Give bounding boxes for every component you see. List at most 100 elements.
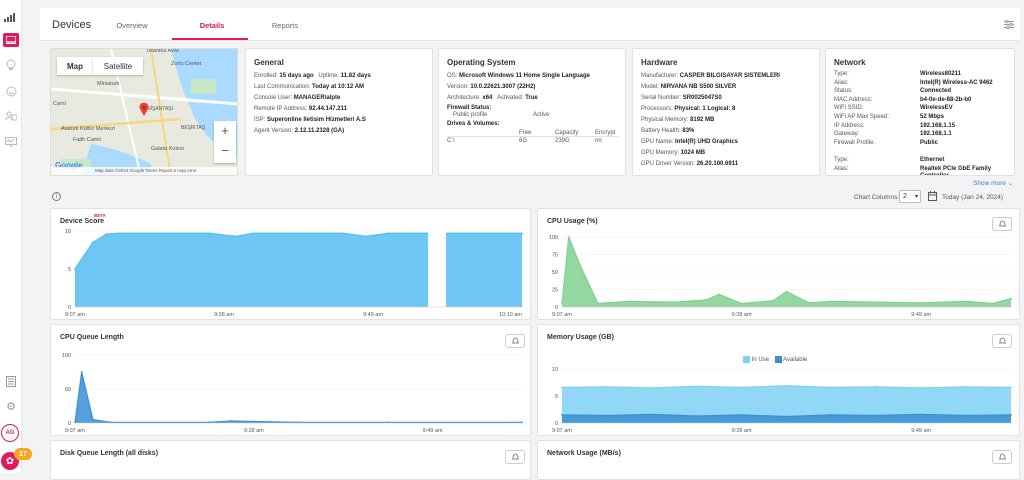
map-attribution[interactable]: Map data ©2024 Google Terms Report a map… xyxy=(51,167,237,175)
data-point[interactable] xyxy=(1010,414,1012,416)
devices-icon[interactable] xyxy=(3,33,19,47)
alert-bell-button[interactable] xyxy=(992,217,1012,231)
data-point[interactable] xyxy=(606,414,608,417)
date-label[interactable]: Today (Jan 24, 2024) xyxy=(942,194,1004,201)
map-type-satellite-button[interactable]: Satellite xyxy=(93,57,143,75)
data-point[interactable] xyxy=(579,264,581,266)
data-point[interactable] xyxy=(740,386,743,389)
isp-label: ISP: xyxy=(254,117,266,123)
calendar-icon[interactable] xyxy=(928,191,937,203)
data-point[interactable] xyxy=(920,301,923,304)
alert-bell-button[interactable] xyxy=(505,450,525,464)
data-point[interactable] xyxy=(718,293,721,296)
data-point[interactable] xyxy=(476,232,479,235)
zoom-out-button[interactable]: − xyxy=(221,143,229,158)
data-point[interactable] xyxy=(387,232,389,235)
data-point[interactable] xyxy=(1010,297,1012,300)
data-point[interactable] xyxy=(785,415,788,418)
data-point[interactable] xyxy=(628,300,631,303)
avatar[interactable]: AG xyxy=(1,424,19,442)
data-point[interactable] xyxy=(561,386,563,389)
data-point[interactable] xyxy=(252,232,255,235)
data-point[interactable] xyxy=(740,414,743,416)
data-point[interactable] xyxy=(118,232,121,235)
data-point[interactable] xyxy=(521,232,523,235)
data-point[interactable] xyxy=(875,385,878,388)
notification-badge[interactable]: 17 xyxy=(14,448,32,460)
data-point[interactable] xyxy=(561,414,563,416)
data-point[interactable] xyxy=(650,387,653,389)
filter-icon[interactable] xyxy=(1004,19,1014,32)
chart-columns-select[interactable]: 2 ▾ xyxy=(899,190,921,203)
list-icon[interactable] xyxy=(3,374,19,388)
data-point[interactable] xyxy=(91,418,94,421)
data-point[interactable] xyxy=(785,290,788,293)
data-point[interactable] xyxy=(567,236,570,238)
cpu-usage-title: CPU Usage (%) xyxy=(547,218,598,225)
location-map[interactable]: Map Satellite İstanbul AVM Zorlu Center … xyxy=(50,48,238,176)
data-point[interactable] xyxy=(695,415,698,417)
data-point[interactable] xyxy=(830,414,833,416)
data-point[interactable] xyxy=(772,299,774,302)
data-point[interactable] xyxy=(163,232,166,235)
data-point[interactable] xyxy=(695,385,698,388)
data-point[interactable] xyxy=(606,385,608,388)
data-point[interactable] xyxy=(965,300,967,303)
data-point[interactable] xyxy=(91,241,94,244)
alert-bell-button[interactable] xyxy=(992,450,1012,464)
data-point[interactable] xyxy=(230,420,233,422)
data-point[interactable] xyxy=(875,414,878,417)
manufacturer-value: CASPER BILGISAYAR SISTEMLERI xyxy=(679,73,780,79)
data-point[interactable] xyxy=(650,413,653,416)
memory-usage-title: Memory Usage (GB) xyxy=(547,334,614,341)
data-point[interactable] xyxy=(297,232,300,235)
battery-label: Battery Health: xyxy=(641,128,681,134)
data-point[interactable] xyxy=(740,302,743,305)
signal-icon[interactable] xyxy=(3,10,19,24)
data-point[interactable] xyxy=(208,232,211,235)
alert-bell-button[interactable] xyxy=(992,334,1012,348)
data-point[interactable] xyxy=(830,300,833,303)
data-point[interactable] xyxy=(80,371,83,373)
monitor-icon[interactable] xyxy=(3,135,19,149)
data-point[interactable] xyxy=(808,301,810,304)
data-point[interactable] xyxy=(342,232,345,235)
zoom-in-button[interactable]: + xyxy=(221,123,229,138)
tab-overview[interactable]: Overview xyxy=(116,21,148,30)
data-point[interactable] xyxy=(597,302,599,305)
legend-swatch-in-use[interactable] xyxy=(743,356,750,363)
legend-swatch-available[interactable] xyxy=(774,356,782,363)
data-point[interactable] xyxy=(422,232,425,235)
bulb-icon[interactable] xyxy=(3,58,19,72)
info-icon[interactable]: i xyxy=(52,192,61,201)
data-point[interactable] xyxy=(235,235,237,238)
data-point[interactable] xyxy=(965,385,967,388)
data-point[interactable] xyxy=(704,299,707,301)
data-point[interactable] xyxy=(74,268,76,270)
legend-label-in-use[interactable]: In Use xyxy=(751,357,770,364)
tab-details[interactable]: Details xyxy=(199,21,225,30)
tab-reports[interactable]: Reports xyxy=(271,21,299,30)
data-point[interactable] xyxy=(965,414,967,417)
map-type-map-button[interactable]: Map xyxy=(57,57,93,75)
data-point[interactable] xyxy=(364,235,367,238)
legend-label-available[interactable]: Available xyxy=(783,357,808,364)
data-point[interactable] xyxy=(785,384,788,387)
data-point[interactable] xyxy=(875,301,878,303)
agent-version-label: Agent Version: xyxy=(254,128,294,134)
people-icon[interactable] xyxy=(3,109,19,123)
data-point[interactable] xyxy=(992,302,994,305)
data-point[interactable] xyxy=(1010,386,1012,389)
cpu-usage-chart: 0 25 50 75 100 9:07 am 9:28 am 9:49 am xyxy=(549,235,1012,318)
alert-bell-button[interactable] xyxy=(505,334,525,348)
gear-icon[interactable]: ⚙ xyxy=(6,400,16,413)
data-point[interactable] xyxy=(105,233,108,235)
data-point[interactable] xyxy=(920,413,923,416)
data-point[interactable] xyxy=(830,386,833,389)
show-more-link[interactable]: Show more ⌄ xyxy=(973,179,1013,187)
data-point[interactable] xyxy=(561,302,563,305)
data-point[interactable] xyxy=(673,301,676,303)
data-point[interactable] xyxy=(920,387,923,389)
smile-icon[interactable] xyxy=(3,84,19,98)
map-pin-icon[interactable] xyxy=(139,102,149,116)
